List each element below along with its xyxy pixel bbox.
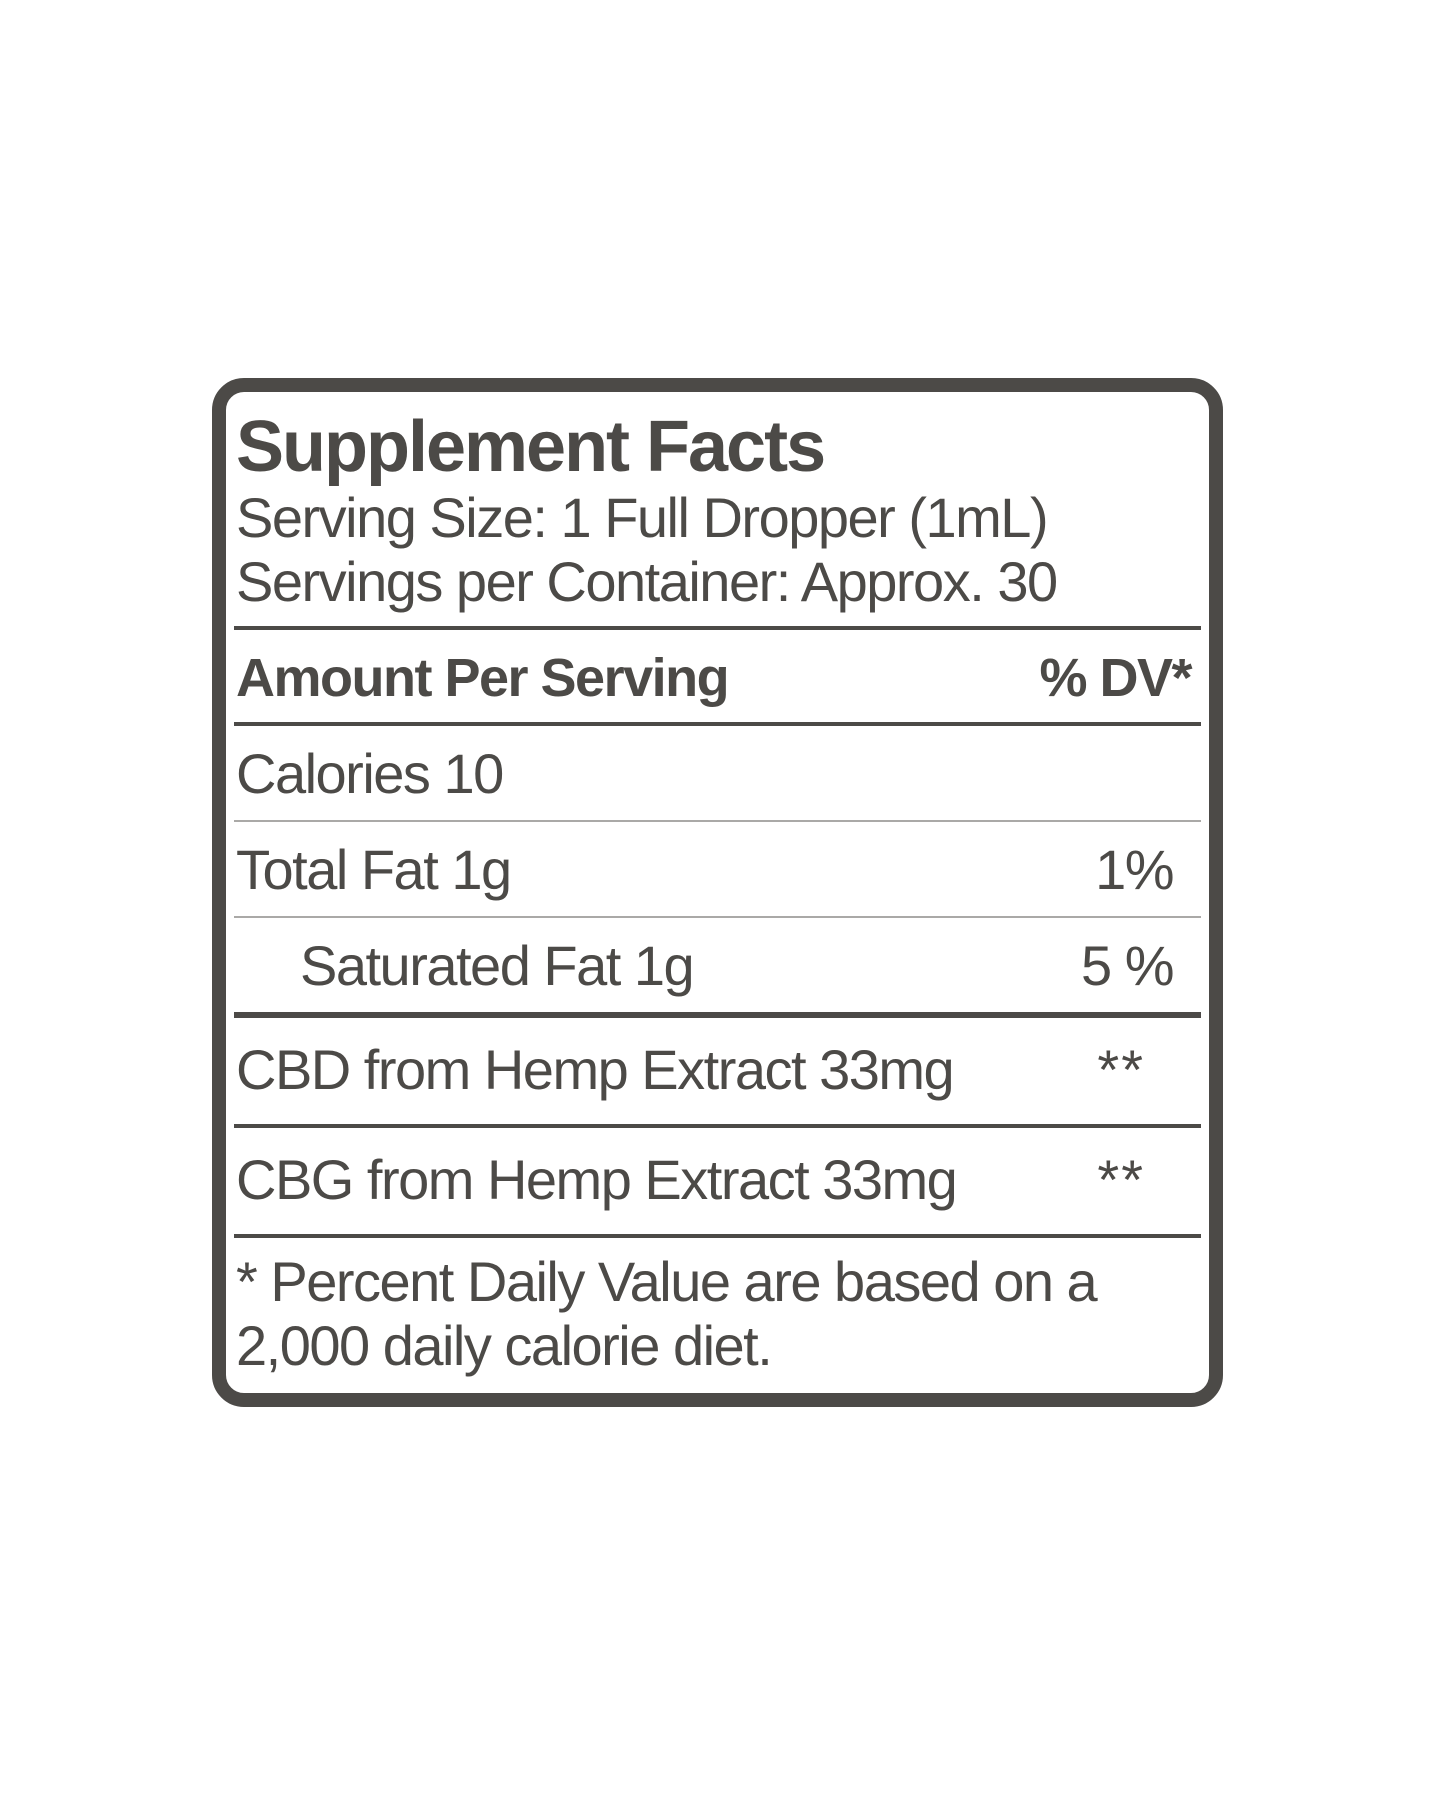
footnote-line-1: * Percent Daily Value are based on a xyxy=(236,1250,1098,1313)
footnote-line-2: 2,000 daily calorie diet. xyxy=(236,1314,773,1377)
nutrient-name: CBD from Hemp Extract 33mg xyxy=(236,1038,955,1101)
panel-title: Supplement Facts xyxy=(236,407,826,487)
table-row-cbg: CBG from Hemp Extract 33mg ** xyxy=(234,1128,1201,1234)
divider-thin xyxy=(234,916,1201,918)
column-header-amount: Amount Per Serving xyxy=(236,648,730,708)
supplement-facts-panel: Supplement Facts Serving Size: 1 Full Dr… xyxy=(212,378,1223,1407)
daily-value-footnote: * Percent Daily Value are based on a 2,0… xyxy=(234,1238,1201,1378)
divider-footnote xyxy=(234,1234,1201,1238)
nutrient-name: Calories 10 xyxy=(236,742,504,805)
table-header-row: Amount Per Serving % DV* xyxy=(234,630,1201,722)
servings-per-container-text: Servings per Container: Approx. 30 xyxy=(236,550,1058,613)
divider-header-bottom xyxy=(234,722,1201,726)
nutrient-value: ** xyxy=(1097,1038,1145,1101)
divider-header-top xyxy=(234,626,1201,630)
table-row-calories: Calories 10 xyxy=(234,726,1201,820)
divider-row xyxy=(234,1124,1201,1128)
divider-thin xyxy=(234,820,1201,822)
nutrient-value: 1% xyxy=(1095,838,1174,901)
nutrient-value: ** xyxy=(1097,1148,1145,1211)
table-row-saturated-fat: Saturated Fat 1g 5 % xyxy=(234,918,1201,1012)
nutrient-name: Total Fat 1g xyxy=(236,838,512,901)
column-header-daily-value: % DV* xyxy=(1039,648,1192,708)
serving-size-text: Serving Size: 1 Full Dropper (1mL) xyxy=(236,486,1049,549)
nutrient-name: CBG from Hemp Extract 33mg xyxy=(236,1148,958,1211)
table-row-cbd: CBD from Hemp Extract 33mg ** xyxy=(234,1018,1201,1124)
divider-section xyxy=(234,1012,1201,1018)
spacer xyxy=(234,614,1201,626)
nutrient-name: Saturated Fat 1g xyxy=(300,934,695,997)
nutrient-value: 5 % xyxy=(1081,934,1175,997)
table-row-total-fat: Total Fat 1g 1% xyxy=(234,822,1201,916)
